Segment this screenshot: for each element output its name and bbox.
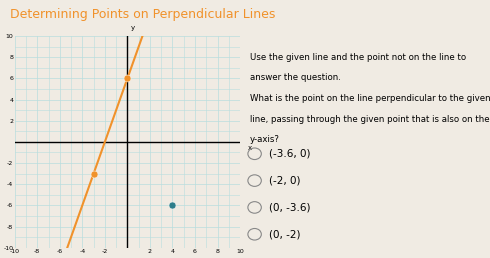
Text: Determining Points on Perpendicular Lines: Determining Points on Perpendicular Line… [10,8,275,21]
Text: (0, -3.6): (0, -3.6) [269,203,311,212]
Text: y-axis?: y-axis? [250,135,280,144]
Text: (-3.6, 0): (-3.6, 0) [269,149,311,159]
Text: (0, -2): (0, -2) [269,229,300,239]
Text: What is the point on the line perpendicular to the given: What is the point on the line perpendicu… [250,94,490,103]
Text: x: x [248,145,252,151]
Text: answer the question.: answer the question. [250,73,341,82]
Text: y: y [131,25,135,31]
Text: (-2, 0): (-2, 0) [269,176,300,186]
Text: Use the given line and the point not on the line to: Use the given line and the point not on … [250,53,466,62]
Text: line, passing through the given point that is also on the: line, passing through the given point th… [250,115,490,124]
